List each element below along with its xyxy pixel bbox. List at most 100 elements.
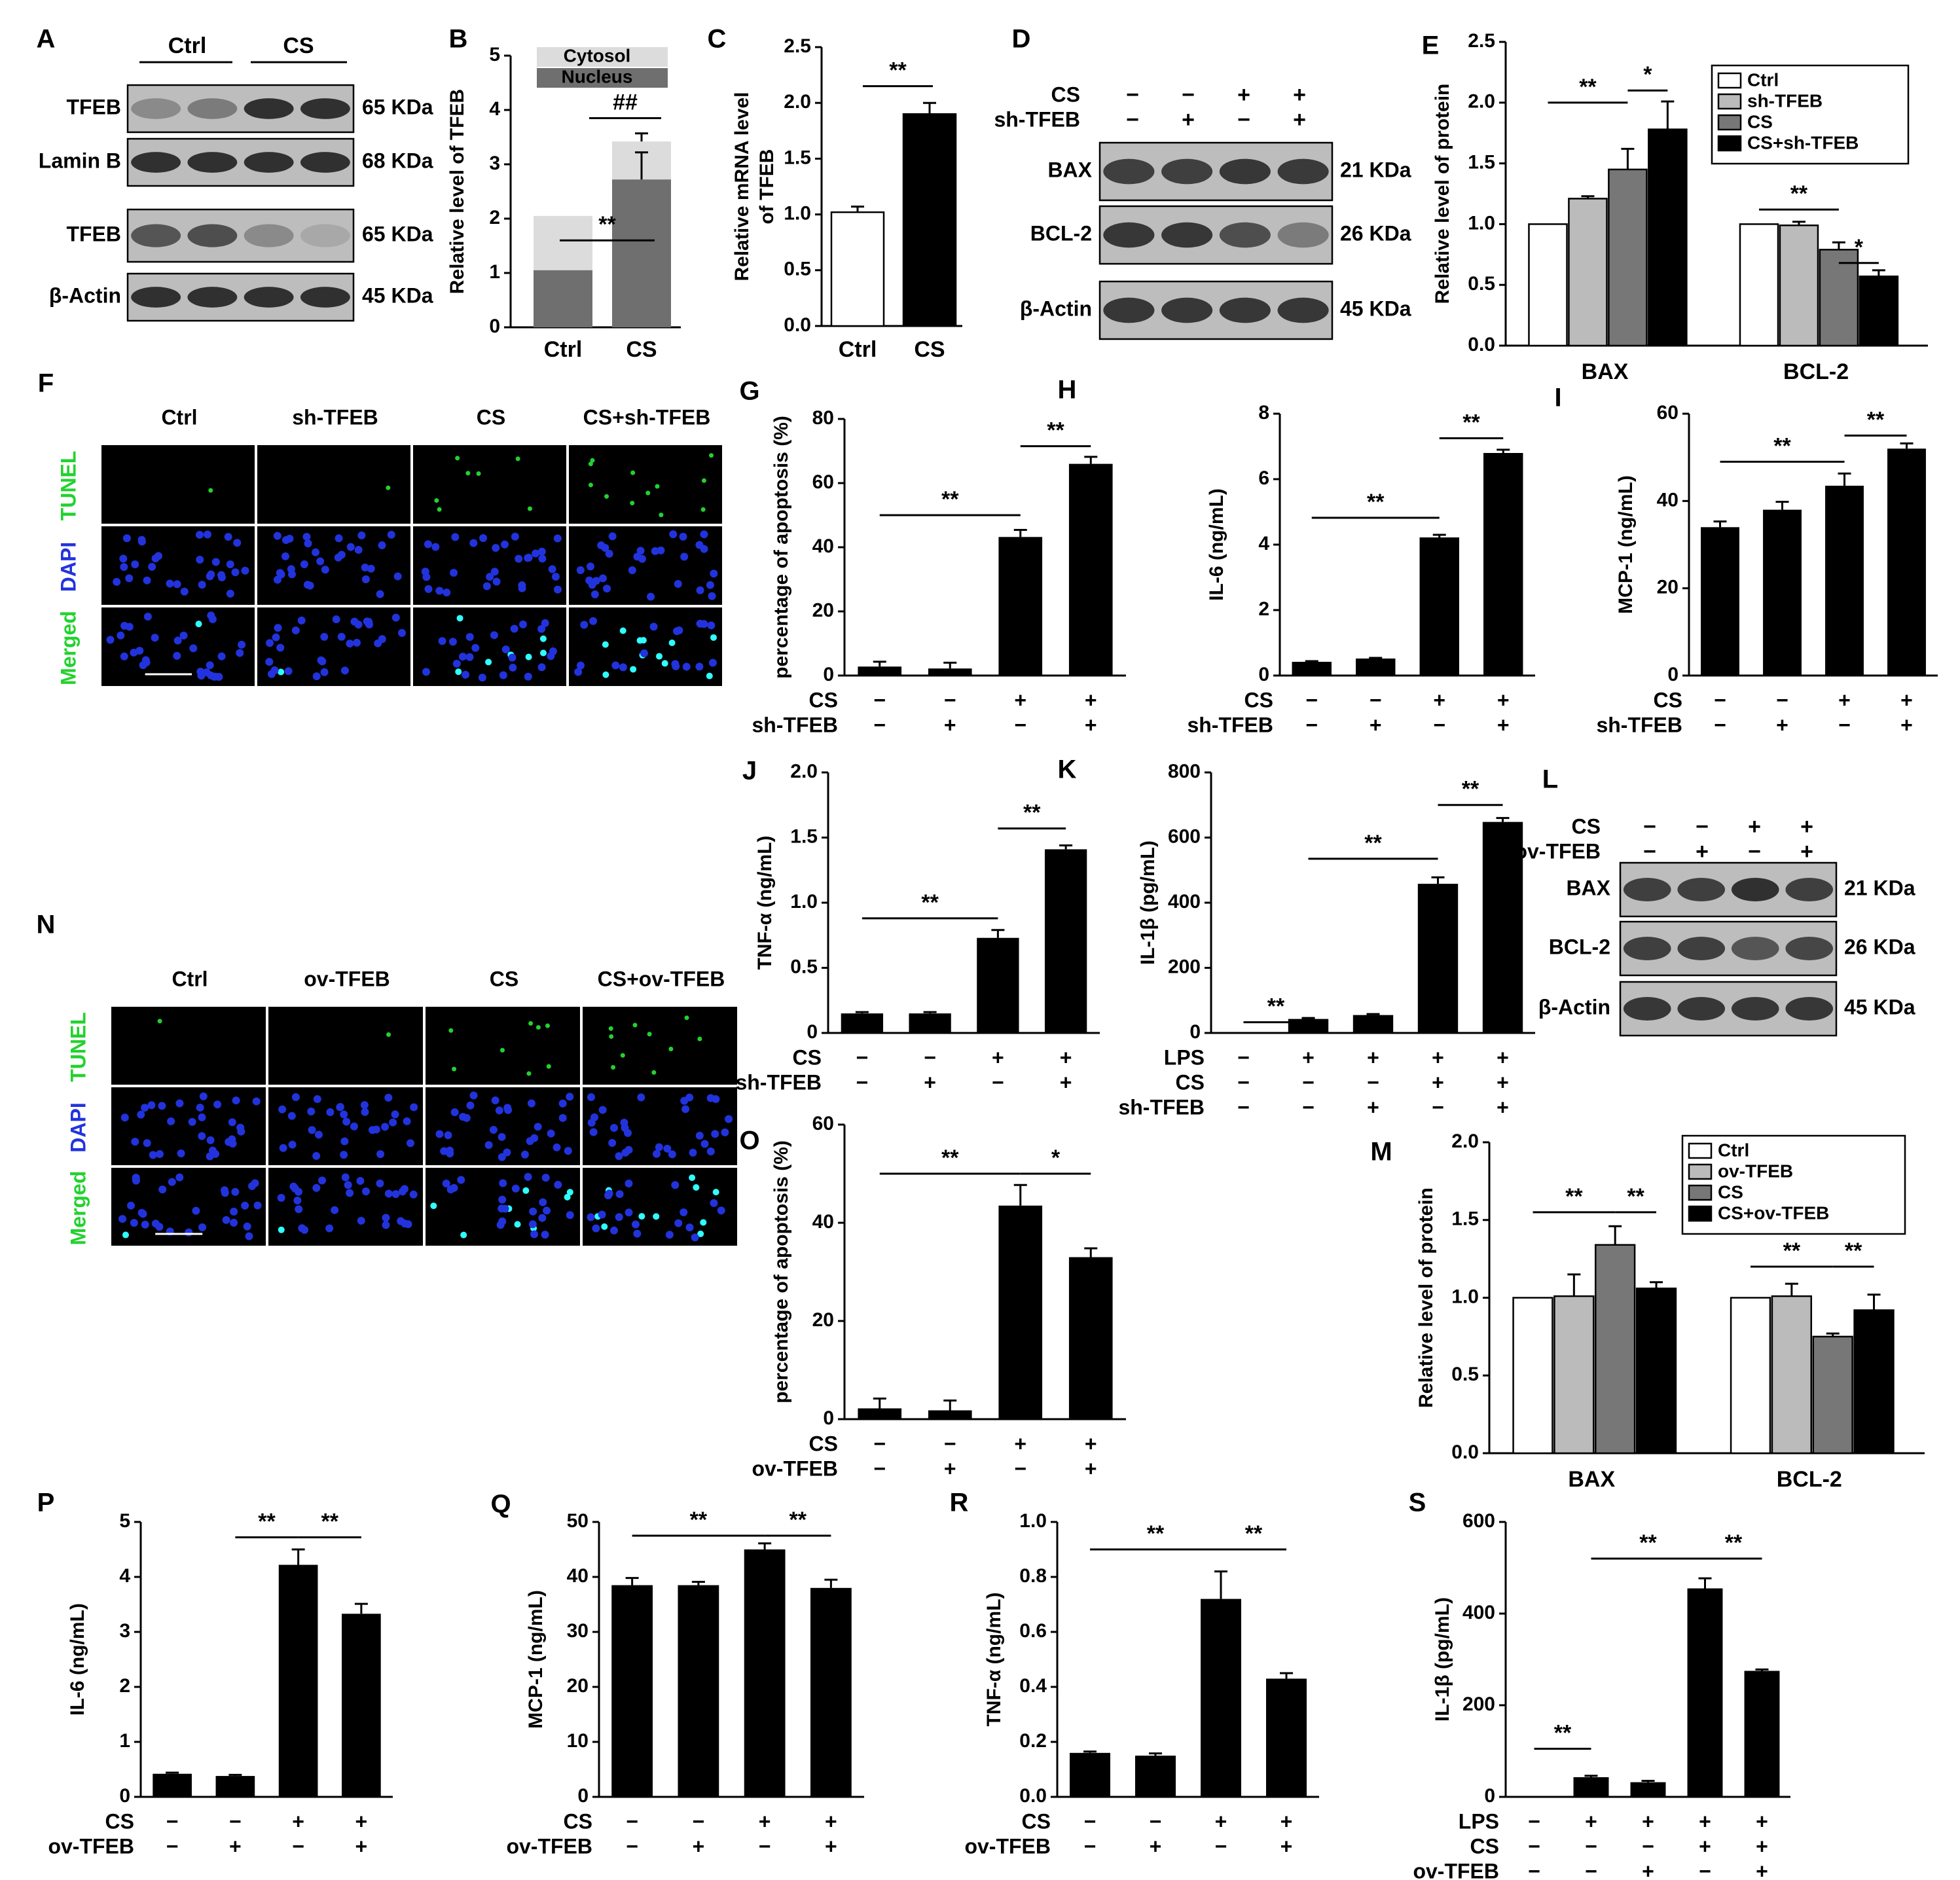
blot-band xyxy=(300,152,350,173)
minus-sign: − xyxy=(1714,688,1726,712)
minus-sign: − xyxy=(1643,839,1656,864)
legend-label: CS xyxy=(1718,1182,1743,1202)
y-tick-label: 2.5 xyxy=(1468,30,1495,52)
minus-sign: − xyxy=(992,1070,1004,1094)
dapi-nucleus xyxy=(611,661,620,670)
y-tick-label: 1.0 xyxy=(1468,212,1495,234)
condition-label: CS xyxy=(1572,814,1601,838)
dapi-nucleus xyxy=(350,1122,358,1130)
panel-label-r: R xyxy=(950,1489,969,1517)
significance-label: ** xyxy=(1047,418,1064,443)
tunel-dot xyxy=(465,471,471,476)
dapi-nucleus xyxy=(367,564,375,573)
plus-sign: + xyxy=(1776,713,1788,736)
dapi-nucleus xyxy=(236,649,244,657)
dapi-nucleus xyxy=(725,1115,733,1123)
plus-sign: + xyxy=(1014,1432,1026,1455)
dapi-nucleus xyxy=(518,620,527,628)
dapi-nucleus xyxy=(685,1223,694,1232)
y-tick-label: 1.5 xyxy=(784,147,811,168)
legend-swatch xyxy=(1717,72,1742,89)
bar xyxy=(1266,1678,1307,1797)
dapi-nucleus xyxy=(406,1139,414,1148)
dapi-nucleus xyxy=(320,668,329,676)
tunel-dot xyxy=(659,513,664,518)
y-tick-label: 20 xyxy=(1657,577,1679,598)
bar xyxy=(1887,448,1926,676)
dapi-nucleus xyxy=(501,1204,509,1213)
merged-positive-nucleus xyxy=(601,1223,608,1230)
column-label: Ctrl xyxy=(172,967,208,990)
dapi-nucleus xyxy=(609,1124,618,1132)
dapi-nucleus xyxy=(608,1139,617,1148)
y-tick-label: 3 xyxy=(489,153,500,174)
tunel-dot xyxy=(437,507,442,512)
dapi-nucleus xyxy=(208,615,217,624)
minus-sign: − xyxy=(1237,107,1250,132)
merged-positive-nucleus xyxy=(640,637,647,644)
minus-sign: − xyxy=(856,1070,869,1094)
dapi-nucleus xyxy=(312,1184,321,1192)
protein-label: TFEB xyxy=(66,95,121,118)
plus-sign: + xyxy=(355,1834,368,1858)
minus-sign: − xyxy=(944,688,956,712)
plus-sign: + xyxy=(1433,688,1445,712)
blot-band xyxy=(1731,996,1779,1021)
significance-label: ** xyxy=(941,487,959,512)
dapi-nucleus xyxy=(671,660,680,668)
dapi-nucleus xyxy=(233,539,242,547)
merged-positive-nucleus xyxy=(195,621,202,628)
plus-sign: + xyxy=(944,1456,956,1480)
dapi-nucleus xyxy=(541,1174,550,1182)
micrograph xyxy=(413,526,566,605)
dapi-nucleus xyxy=(332,615,340,624)
minus-sign: − xyxy=(166,1809,179,1833)
significance-label: ** xyxy=(690,1508,708,1532)
tunel-dot xyxy=(700,507,706,512)
merged-positive-nucleus xyxy=(540,649,547,657)
significance-label: ** xyxy=(1790,181,1808,206)
plus-sign: + xyxy=(1280,1834,1293,1858)
dapi-nucleus xyxy=(168,1178,176,1186)
dapi-nucleus xyxy=(210,672,219,681)
dapi-nucleus xyxy=(137,537,146,546)
merged-positive-nucleus xyxy=(655,653,662,660)
dapi-nucleus xyxy=(374,639,382,647)
dapi-nucleus xyxy=(598,1210,606,1219)
dapi-nucleus xyxy=(689,1148,697,1157)
bar-sh-tfeb xyxy=(1779,225,1819,347)
merged-positive-nucleus xyxy=(522,1187,530,1194)
dapi-nucleus xyxy=(604,1191,613,1200)
plus-sign: + xyxy=(825,1809,837,1833)
kda-label: 21 KDa xyxy=(1340,158,1411,181)
dapi-nucleus xyxy=(628,566,636,575)
minus-sign: − xyxy=(1748,839,1761,864)
plus-sign: + xyxy=(1370,713,1382,736)
dapi-nucleus xyxy=(471,643,480,652)
dapi-nucleus xyxy=(225,1138,233,1146)
plus-sign: + xyxy=(1800,814,1813,839)
tunel-dot xyxy=(590,458,595,463)
dapi-nucleus xyxy=(213,1100,222,1109)
dapi-nucleus xyxy=(674,1219,683,1227)
y-tick-label: 0 xyxy=(1258,664,1269,685)
minus-sign: − xyxy=(1084,1834,1097,1858)
dapi-nucleus xyxy=(539,1198,547,1206)
plus-sign: + xyxy=(1293,107,1306,132)
plus-sign: + xyxy=(1367,1095,1379,1119)
column-label: ov-TFEB xyxy=(304,967,390,990)
blot-band xyxy=(1677,877,1726,902)
minus-sign: − xyxy=(1528,1834,1540,1858)
micrograph xyxy=(569,445,722,524)
merged-positive-nucleus xyxy=(278,668,285,676)
dapi-nucleus xyxy=(149,1151,157,1159)
dapi-nucleus xyxy=(457,1176,465,1184)
condition-label: CS xyxy=(1654,688,1682,712)
dapi-nucleus xyxy=(448,638,457,646)
blot-band xyxy=(187,98,238,119)
dapi-nucleus xyxy=(721,1128,729,1136)
bar-ctrl xyxy=(1512,1297,1553,1455)
dapi-nucleus xyxy=(498,1195,507,1204)
bar-sh-tfeb xyxy=(1568,198,1608,347)
blot-band xyxy=(1785,877,1834,902)
